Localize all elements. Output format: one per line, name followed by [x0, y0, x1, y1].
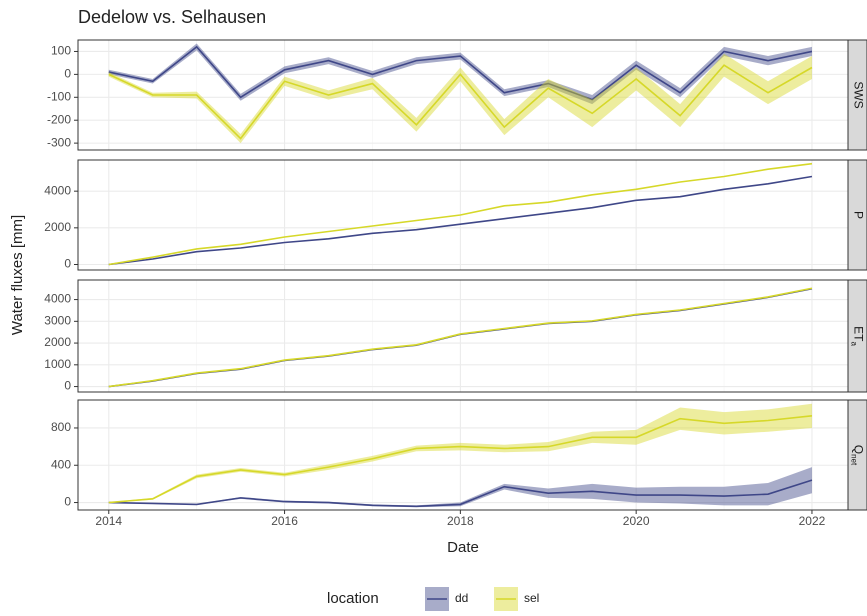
- strip-label: P: [851, 211, 865, 219]
- x-tick-label: 2018: [447, 514, 474, 528]
- data-line: [108, 64, 813, 140]
- strip-label: SWS: [851, 81, 865, 108]
- strip-text: Q: [851, 445, 865, 454]
- strip-text: ET: [851, 326, 865, 342]
- panel-background: [78, 400, 848, 510]
- y-tick-label: 3000: [44, 313, 71, 327]
- y-tick-label: 0: [64, 495, 71, 509]
- y-tick-label: 4000: [44, 183, 71, 197]
- y-tick-label: 400: [51, 457, 71, 471]
- strip: [847, 159, 867, 271]
- y-tick-label: -100: [47, 89, 71, 103]
- data-line: [108, 287, 813, 388]
- x-axis-label: Date: [447, 539, 479, 556]
- strip: [847, 279, 867, 393]
- strip-label: Qnet: [849, 445, 865, 466]
- y-tick-label: 0: [64, 257, 71, 271]
- data-line: [108, 175, 813, 266]
- y-tick-label: 1000: [44, 357, 71, 371]
- y-tick-label: 4000: [44, 292, 71, 306]
- ribbon: [108, 53, 812, 144]
- strip-subscript: net: [849, 454, 858, 466]
- legend-title: location: [327, 590, 379, 607]
- strip: [847, 399, 867, 511]
- y-tick-label: 0: [64, 379, 71, 393]
- y-tick-label: 800: [51, 420, 71, 434]
- data-line: [108, 479, 813, 508]
- y-tick-label: 0: [64, 67, 71, 81]
- strip-text: SWS: [851, 81, 865, 108]
- legend-label: sel: [524, 591, 539, 605]
- strip-label: ETa: [849, 326, 865, 346]
- data-line: [108, 415, 813, 504]
- ribbon: [108, 467, 812, 508]
- x-tick-label: 2022: [799, 514, 826, 528]
- x-tick-label: 2020: [623, 514, 650, 528]
- y-tick-label: 2000: [44, 335, 71, 349]
- strip-subscript: a: [849, 341, 858, 346]
- strip: [847, 39, 867, 151]
- y-tick-label: 2000: [44, 220, 71, 234]
- x-tick-label: 2016: [271, 514, 298, 528]
- y-tick-label: 100: [51, 44, 71, 58]
- y-tick-label: -300: [47, 135, 71, 149]
- chart-title: Dedelow vs. Selhausen: [78, 7, 266, 27]
- data-line: [108, 162, 813, 266]
- strip-text: P: [851, 211, 865, 219]
- ribbon: [108, 403, 812, 504]
- y-tick-label: -200: [47, 112, 71, 126]
- panel-background: [78, 280, 848, 392]
- data-line: [108, 45, 813, 101]
- x-tick-label: 2014: [95, 514, 122, 528]
- legend-label: dd: [455, 591, 468, 605]
- y-axis-label: Water fluxes [mm]: [9, 215, 26, 335]
